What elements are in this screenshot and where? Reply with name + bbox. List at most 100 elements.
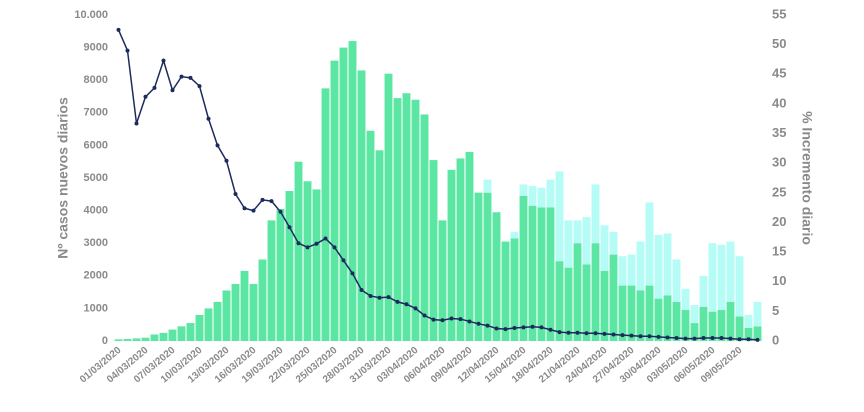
line-point <box>152 85 157 90</box>
line-point <box>737 337 742 342</box>
bar <box>321 88 330 341</box>
bar <box>339 47 348 341</box>
bar <box>537 187 546 208</box>
bar <box>654 235 663 299</box>
bar <box>150 334 159 341</box>
y2-tick-label: 30 <box>772 155 786 170</box>
bar <box>510 231 519 239</box>
bar <box>690 305 699 324</box>
bar <box>348 41 357 342</box>
bar <box>717 244 726 311</box>
line-point <box>116 27 121 32</box>
bar <box>735 316 744 341</box>
bar <box>528 186 537 206</box>
line-point <box>413 306 418 311</box>
line-point <box>476 321 481 326</box>
bar <box>753 326 762 341</box>
bar <box>744 327 753 341</box>
line-point <box>557 330 562 335</box>
y2-tick-label: 40 <box>772 95 786 110</box>
bar <box>393 98 402 341</box>
bar <box>654 298 663 341</box>
line-point <box>746 337 751 342</box>
line-point <box>224 158 229 163</box>
line-point <box>458 317 463 322</box>
y2-tick-label: 0 <box>772 332 779 347</box>
y-tick-label: 0 <box>102 335 108 347</box>
line-point <box>647 334 652 339</box>
bar <box>429 160 438 341</box>
bar <box>222 290 231 341</box>
line-point <box>287 225 292 230</box>
bar <box>645 285 654 341</box>
line-point <box>467 319 472 324</box>
line-point <box>521 325 526 330</box>
bar <box>177 326 186 341</box>
bar <box>294 161 303 341</box>
bar <box>267 220 276 341</box>
line-point <box>629 333 634 338</box>
y2-tick-label: 5 <box>772 303 779 318</box>
bar <box>546 207 555 341</box>
bar <box>528 205 537 341</box>
line-point <box>530 324 535 329</box>
bar <box>411 99 420 341</box>
y-tick-label: 6000 <box>84 139 108 151</box>
bar <box>582 264 591 341</box>
line-point <box>125 48 130 53</box>
line-point <box>422 313 427 318</box>
line-point <box>242 206 247 211</box>
line-point <box>440 318 445 323</box>
line-point <box>377 295 382 300</box>
y-tick-label: 9000 <box>84 42 108 54</box>
bar <box>753 301 762 327</box>
line-point <box>323 236 328 241</box>
line-point <box>296 241 301 246</box>
y2-tick-label: 10 <box>772 273 786 288</box>
line-point <box>395 299 400 304</box>
bar <box>555 171 564 262</box>
bar <box>663 295 672 341</box>
bar <box>186 323 195 341</box>
bar <box>159 332 168 341</box>
bar <box>420 114 429 342</box>
bar <box>123 339 132 341</box>
bar <box>582 217 591 265</box>
line-point <box>755 337 760 342</box>
bar <box>546 179 555 208</box>
line-point <box>539 325 544 330</box>
y2-tick-label: 15 <box>772 244 786 259</box>
bar <box>195 314 204 341</box>
bar <box>384 73 393 342</box>
bar <box>573 220 582 244</box>
bar <box>213 301 222 341</box>
line-point <box>251 208 256 213</box>
line-point <box>260 197 265 202</box>
line-point <box>386 295 391 300</box>
line-point <box>278 209 283 214</box>
bar <box>591 243 600 341</box>
bar <box>744 314 753 328</box>
bar <box>258 259 267 341</box>
line-point <box>620 333 625 338</box>
y-tick-label: 10.000 <box>74 9 108 21</box>
line-point <box>719 336 724 341</box>
line-point <box>404 302 409 307</box>
line-point <box>485 323 490 328</box>
bar <box>501 241 510 341</box>
y2-tick-label: 35 <box>772 125 786 140</box>
bar <box>591 184 600 244</box>
bar <box>483 179 492 193</box>
bar <box>708 243 717 312</box>
line-point <box>656 334 661 339</box>
y-axis-title: Nº casos nuevos diarios <box>55 97 71 259</box>
bar <box>519 195 528 341</box>
bar <box>600 270 609 341</box>
bar <box>537 207 546 341</box>
line-point <box>512 325 517 330</box>
bar <box>231 283 240 341</box>
bar <box>636 290 645 341</box>
y2-tick-label: 45 <box>772 66 786 81</box>
y-tick-label: 8000 <box>84 74 108 86</box>
line-point <box>710 336 715 341</box>
